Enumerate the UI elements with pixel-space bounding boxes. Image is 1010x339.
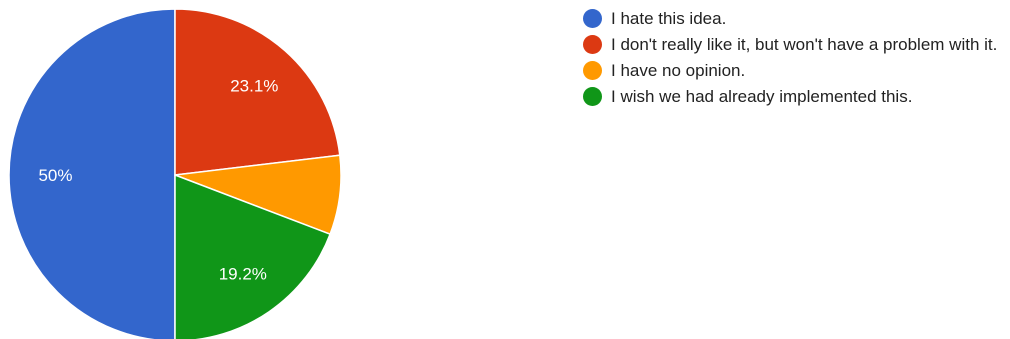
legend-label-wish: I wish we had already implemented this. bbox=[611, 87, 913, 106]
legend-label-no-opinion: I have no opinion. bbox=[611, 61, 746, 80]
legend-item-no-opinion[interactable]: I have no opinion. bbox=[583, 60, 1010, 82]
pie-chart: 50% 23.1% 19.2% bbox=[8, 8, 342, 339]
legend-swatch-no-opinion bbox=[583, 61, 602, 80]
slice-label-dislike: 23.1% bbox=[230, 77, 278, 96]
legend-swatch-hate bbox=[583, 9, 602, 28]
pie-slice-wish[interactable] bbox=[174, 173, 332, 339]
legend-item-dislike[interactable]: I don't really like it, but won't have a… bbox=[583, 34, 1010, 56]
pie-slice-hate[interactable] bbox=[8, 8, 176, 339]
legend-item-wish[interactable]: I wish we had already implemented this. bbox=[583, 86, 1010, 108]
legend: I hate this idea. I don't really like it… bbox=[583, 8, 1010, 112]
pie-slice-dislike[interactable] bbox=[174, 8, 341, 176]
slice-label-wish: 19.2% bbox=[219, 264, 267, 283]
legend-label-dislike: I don't really like it, but won't have a… bbox=[611, 35, 998, 54]
slice-label-hate: 50% bbox=[38, 166, 72, 185]
legend-item-hate[interactable]: I hate this idea. bbox=[583, 8, 1010, 30]
legend-label-hate: I hate this idea. bbox=[611, 9, 727, 28]
legend-swatch-wish bbox=[583, 87, 602, 106]
legend-swatch-dislike bbox=[583, 35, 602, 54]
